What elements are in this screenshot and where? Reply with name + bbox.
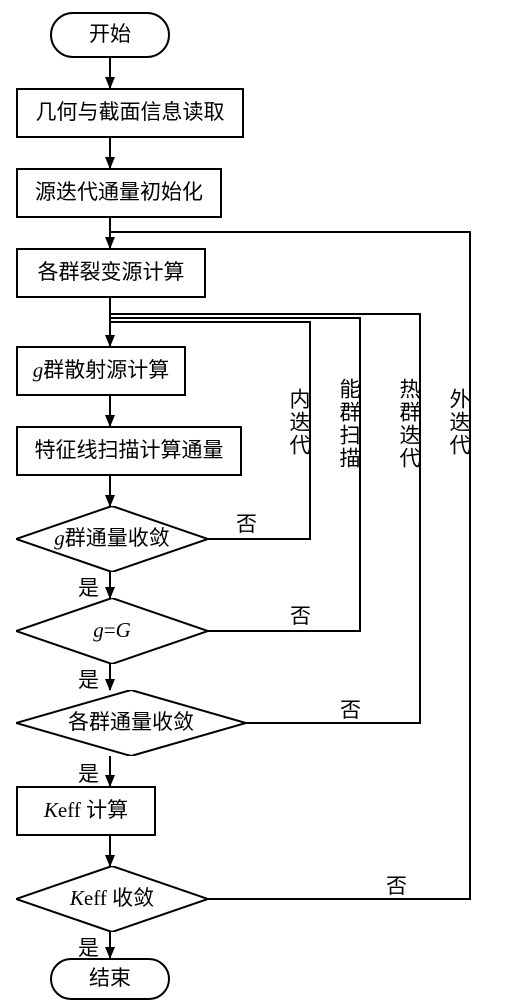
flowchart-root: 开始 几何与截面信息读取 源迭代通量初始化 各群裂变源计算 g群散射源计算 特征…	[0, 0, 508, 1000]
scatter-source-node: g群散射源计算	[16, 346, 186, 396]
read-geometry-node: 几何与截面信息读取	[16, 88, 244, 138]
moc-sweep-node: 特征线扫描计算通量	[16, 426, 242, 476]
inner-iter-label: 内迭代	[284, 388, 314, 457]
keff-calc-node: Keff 计算	[16, 786, 156, 836]
init-flux-node: 源迭代通量初始化	[16, 168, 222, 218]
keff-converge-node: Keff 收敛	[16, 866, 208, 932]
keff-converge-label: Keff 收敛	[60, 887, 164, 910]
d1-yes-label: 是	[78, 572, 99, 602]
d1-no-label: 否	[236, 508, 257, 538]
end-node: 结束	[50, 958, 170, 1000]
g-flux-converge-node: g群通量收敛	[16, 506, 208, 572]
g-equals-G-label: g=G	[83, 619, 141, 642]
scatter-source-label: g群散射源计算	[33, 359, 170, 382]
outer-iter-label: 外迭代	[444, 388, 474, 457]
connector-layer	[0, 0, 508, 1000]
keff-calc-label: Keff 计算	[44, 799, 128, 822]
all-group-converge-label: 各群通量收敛	[58, 711, 204, 734]
g-equals-G-node: g=G	[16, 598, 208, 664]
read-geometry-label: 几何与截面信息读取	[36, 101, 225, 124]
g-flux-converge-label: g群通量收敛	[44, 527, 180, 550]
thermal-iter-label: 热群迭代	[394, 378, 424, 470]
d2-yes-label: 是	[78, 664, 99, 694]
d3-no-label: 否	[340, 694, 361, 724]
group-sweep-label: 能群扫描	[334, 378, 364, 470]
d2-no-label: 否	[290, 600, 311, 630]
fission-source-node: 各群裂变源计算	[16, 248, 206, 298]
all-group-converge-node: 各群通量收敛	[16, 690, 246, 756]
start-label: 开始	[89, 23, 131, 46]
d3-yes-label: 是	[78, 758, 99, 788]
end-label: 结束	[89, 967, 131, 990]
fission-source-label: 各群裂变源计算	[38, 261, 185, 284]
d4-no-label: 否	[386, 870, 407, 900]
moc-sweep-label: 特征线扫描计算通量	[35, 439, 224, 462]
d4-yes-label: 是	[78, 932, 99, 962]
init-flux-label: 源迭代通量初始化	[35, 181, 203, 204]
start-node: 开始	[50, 12, 170, 58]
